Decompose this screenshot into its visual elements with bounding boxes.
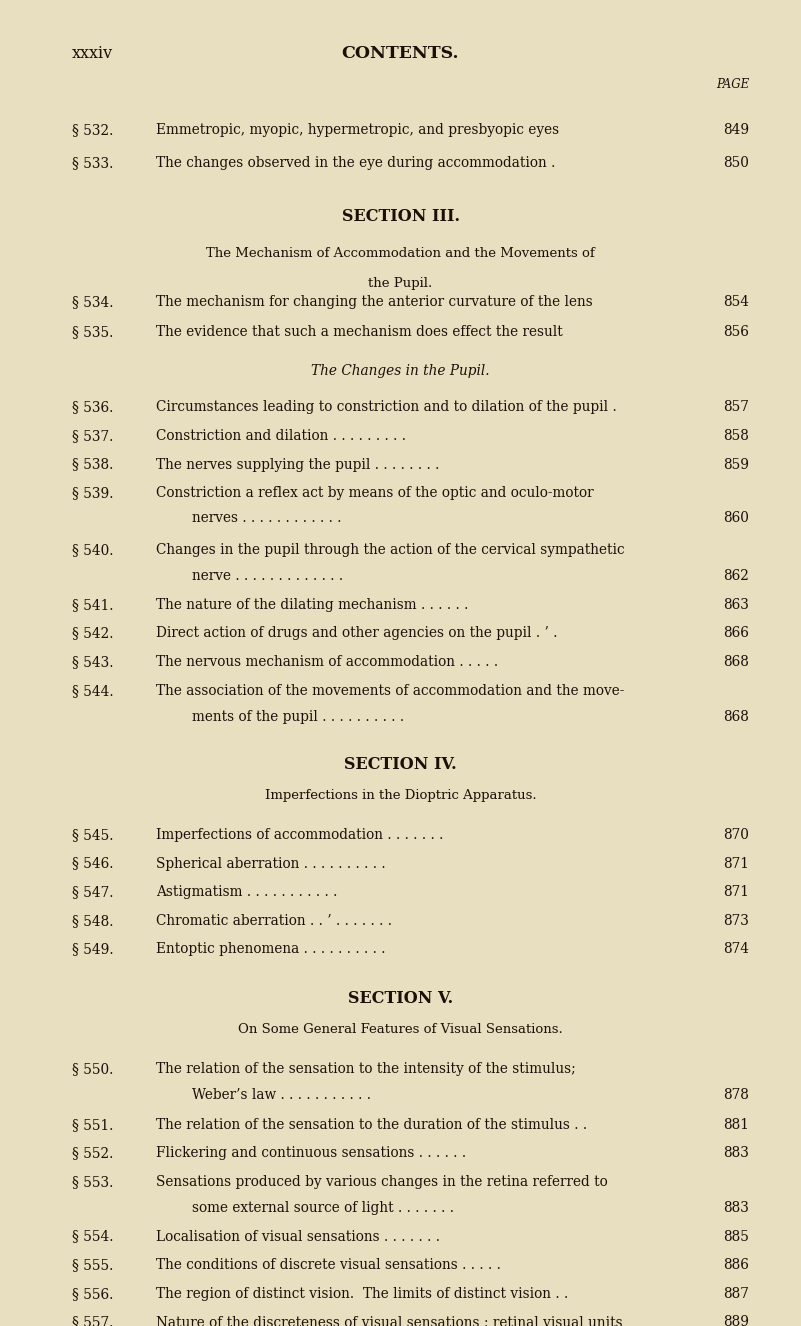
Text: § 539.: § 539. [72,487,114,500]
Text: 863: 863 [723,598,749,611]
Text: 849: 849 [723,123,749,138]
Text: 883: 883 [723,1201,749,1215]
Text: Nature of the discreteness of visual sensations ; retinal visual units: Nature of the discreteness of visual sen… [156,1315,623,1326]
Text: § 541.: § 541. [72,598,114,611]
Text: Entoptic phenomena . . . . . . . . . .: Entoptic phenomena . . . . . . . . . . [156,943,386,956]
Text: § 548.: § 548. [72,914,114,928]
Text: 856: 856 [723,325,749,339]
Text: Chromatic aberration . . ’ . . . . . . .: Chromatic aberration . . ’ . . . . . . . [156,914,392,928]
Text: ments of the pupil . . . . . . . . . .: ments of the pupil . . . . . . . . . . [192,709,405,724]
Text: 862: 862 [723,569,749,583]
Text: The nervous mechanism of accommodation . . . . .: The nervous mechanism of accommodation .… [156,655,498,670]
Text: The nature of the dilating mechanism . . . . . .: The nature of the dilating mechanism . .… [156,598,469,611]
Text: § 552.: § 552. [72,1147,114,1160]
Text: § 547.: § 547. [72,886,114,899]
Text: 878: 878 [723,1087,749,1102]
Text: 868: 868 [723,655,749,670]
Text: 871: 871 [723,857,749,871]
Text: 850: 850 [723,156,749,170]
Text: The conditions of discrete visual sensations . . . . .: The conditions of discrete visual sensat… [156,1258,501,1272]
Text: CONTENTS.: CONTENTS. [342,45,459,62]
Text: 886: 886 [723,1258,749,1272]
Text: § 538.: § 538. [72,457,114,472]
Text: 860: 860 [723,511,749,525]
Text: xxxiv: xxxiv [72,45,113,62]
Text: 889: 889 [723,1315,749,1326]
Text: The Changes in the Pupil.: The Changes in the Pupil. [311,363,490,378]
Text: § 537.: § 537. [72,428,114,443]
Text: 859: 859 [723,457,749,472]
Text: the Pupil.: the Pupil. [368,277,433,290]
Text: The evidence that such a mechanism does effect the result: The evidence that such a mechanism does … [156,325,563,339]
Text: § 553.: § 553. [72,1175,114,1189]
Text: 866: 866 [723,626,749,640]
Text: § 535.: § 535. [72,325,114,339]
Text: Constriction and dilation . . . . . . . . .: Constriction and dilation . . . . . . . … [156,428,406,443]
Text: Direct action of drugs and other agencies on the pupil . ’ .: Direct action of drugs and other agencie… [156,626,557,640]
Text: nerves . . . . . . . . . . . .: nerves . . . . . . . . . . . . [192,511,342,525]
Text: § 532.: § 532. [72,123,114,138]
Text: The Mechanism of Accommodation and the Movements of: The Mechanism of Accommodation and the M… [206,247,595,260]
Text: Constriction a reflex act by means of the optic and oculo-motor: Constriction a reflex act by means of th… [156,487,594,500]
Text: The nerves supplying the pupil . . . . . . . .: The nerves supplying the pupil . . . . .… [156,457,440,472]
Text: 871: 871 [723,886,749,899]
Text: 868: 868 [723,709,749,724]
Text: Flickering and continuous sensations . . . . . .: Flickering and continuous sensations . .… [156,1147,466,1160]
Text: § 557.: § 557. [72,1315,114,1326]
Text: The relation of the sensation to the intensity of the stimulus;: The relation of the sensation to the int… [156,1062,576,1075]
Text: Sensations produced by various changes in the retina referred to: Sensations produced by various changes i… [156,1175,608,1189]
Text: SECTION V.: SECTION V. [348,991,453,1008]
Text: some external source of light . . . . . . .: some external source of light . . . . . … [192,1201,454,1215]
Text: The relation of the sensation to the duration of the stimulus . .: The relation of the sensation to the dur… [156,1118,587,1132]
Text: The region of distinct vision.  The limits of distinct vision . .: The region of distinct vision. The limit… [156,1286,569,1301]
Text: § 540.: § 540. [72,544,114,557]
Text: Spherical aberration . . . . . . . . . .: Spherical aberration . . . . . . . . . . [156,857,386,871]
Text: Localisation of visual sensations . . . . . . .: Localisation of visual sensations . . . … [156,1229,441,1244]
Text: 881: 881 [723,1118,749,1132]
Text: § 533.: § 533. [72,156,114,170]
Text: § 544.: § 544. [72,684,114,697]
Text: § 554.: § 554. [72,1229,114,1244]
Text: § 543.: § 543. [72,655,114,670]
Text: Astigmatism . . . . . . . . . . .: Astigmatism . . . . . . . . . . . [156,886,337,899]
Text: § 550.: § 550. [72,1062,114,1075]
Text: 858: 858 [723,428,749,443]
Text: SECTION IV.: SECTION IV. [344,756,457,773]
Text: The mechanism for changing the anterior curvature of the lens: The mechanism for changing the anterior … [156,296,593,309]
Text: 885: 885 [723,1229,749,1244]
Text: 870: 870 [723,827,749,842]
Text: SECTION III.: SECTION III. [341,208,460,225]
Text: § 536.: § 536. [72,400,114,414]
Text: 857: 857 [723,400,749,414]
Text: Imperfections of accommodation . . . . . . .: Imperfections of accommodation . . . . .… [156,827,444,842]
Text: Changes in the pupil through the action of the cervical sympathetic: Changes in the pupil through the action … [156,544,625,557]
Text: 854: 854 [723,296,749,309]
Text: nerve . . . . . . . . . . . . .: nerve . . . . . . . . . . . . . [192,569,344,583]
Text: 874: 874 [723,943,749,956]
Text: § 542.: § 542. [72,626,114,640]
Text: § 549.: § 549. [72,943,114,956]
Text: Circumstances leading to constriction and to dilation of the pupil .: Circumstances leading to constriction an… [156,400,617,414]
Text: § 556.: § 556. [72,1286,114,1301]
Text: 887: 887 [723,1286,749,1301]
Text: On Some General Features of Visual Sensations.: On Some General Features of Visual Sensa… [238,1022,563,1036]
Text: § 551.: § 551. [72,1118,114,1132]
Text: Weber’s law . . . . . . . . . . .: Weber’s law . . . . . . . . . . . [192,1087,371,1102]
Text: Emmetropic, myopic, hypermetropic, and presbyopic eyes: Emmetropic, myopic, hypermetropic, and p… [156,123,559,138]
Text: The changes observed in the eye during accommodation .: The changes observed in the eye during a… [156,156,556,170]
Text: Imperfections in the Dioptric Apparatus.: Imperfections in the Dioptric Apparatus. [264,789,537,802]
Text: § 546.: § 546. [72,857,114,871]
Text: The association of the movements of accommodation and the move-: The association of the movements of acco… [156,684,625,697]
Text: § 545.: § 545. [72,827,114,842]
Text: § 534.: § 534. [72,296,114,309]
Text: PAGE: PAGE [715,78,749,91]
Text: § 555.: § 555. [72,1258,114,1272]
Text: 883: 883 [723,1147,749,1160]
Text: 873: 873 [723,914,749,928]
